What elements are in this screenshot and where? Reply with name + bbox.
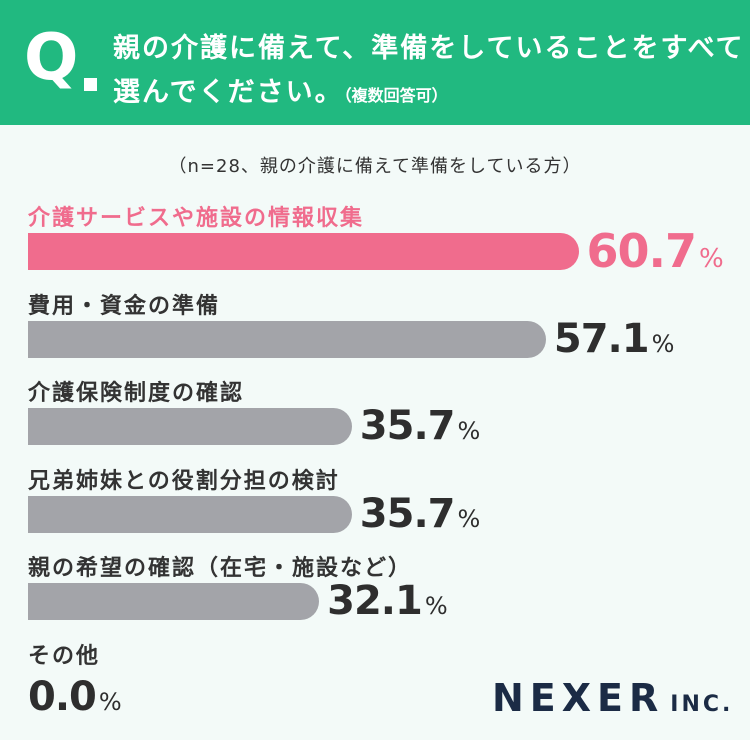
- value-unit: %: [98, 687, 122, 716]
- value-number: 0.0: [28, 673, 97, 720]
- question-line-2: 選んでください。（複数回答可）: [113, 70, 448, 109]
- bar: [28, 495, 352, 533]
- value-label: 35.7%: [359, 403, 481, 449]
- bar: [28, 583, 320, 620]
- value-number: 35.7: [359, 403, 456, 449]
- bar: [28, 408, 352, 445]
- q-dot: [84, 78, 97, 91]
- category-label: その他: [28, 643, 101, 669]
- value-unit: %: [457, 417, 481, 445]
- category-label: 介護保険制度の確認: [28, 381, 245, 406]
- sample-note: （n=28、親の介護に備えて準備をしている方）: [168, 156, 582, 177]
- value-label: 0.0%: [28, 673, 122, 720]
- category-label: 親の希望の確認（在宅・施設など）: [28, 556, 413, 581]
- category-label: 介護サービスや施設の情報収集: [28, 206, 365, 231]
- q-mark: Q: [24, 21, 78, 95]
- value-number: 60.7: [586, 224, 697, 278]
- question-line-2-text: 選んでください。: [113, 77, 344, 108]
- value-unit: %: [424, 592, 448, 620]
- logo-main-text: NEXER: [492, 676, 665, 720]
- value-label: 35.7%: [359, 490, 481, 537]
- value-unit: %: [651, 329, 675, 358]
- value-label: 57.1%: [553, 315, 675, 362]
- value-label: 60.7%: [587, 228, 724, 274]
- nexer-logo: NEXER INC.: [492, 676, 733, 720]
- bar: [28, 233, 579, 270]
- bar: [28, 320, 546, 358]
- value-number: 32.1: [327, 578, 423, 624]
- category-label: 兄弟姉妹との役割分担の検討: [28, 468, 340, 494]
- value-number: 35.7: [359, 490, 456, 537]
- value-number: 57.1: [553, 315, 650, 362]
- question-note: （複数回答可）: [343, 86, 448, 105]
- value-unit: %: [457, 504, 481, 533]
- question-line-1: 親の介護に備えて、準備をしていることをすべて: [113, 33, 745, 64]
- value-label: 32.1%: [327, 578, 448, 624]
- value-unit: %: [699, 244, 724, 274]
- question-header: Q 親の介護に備えて、準備をしていることをすべて 選んでください。（複数回答可）: [0, 0, 750, 125]
- logo-sub-text: INC.: [670, 692, 734, 717]
- category-label: 費用・資金の準備: [28, 293, 221, 319]
